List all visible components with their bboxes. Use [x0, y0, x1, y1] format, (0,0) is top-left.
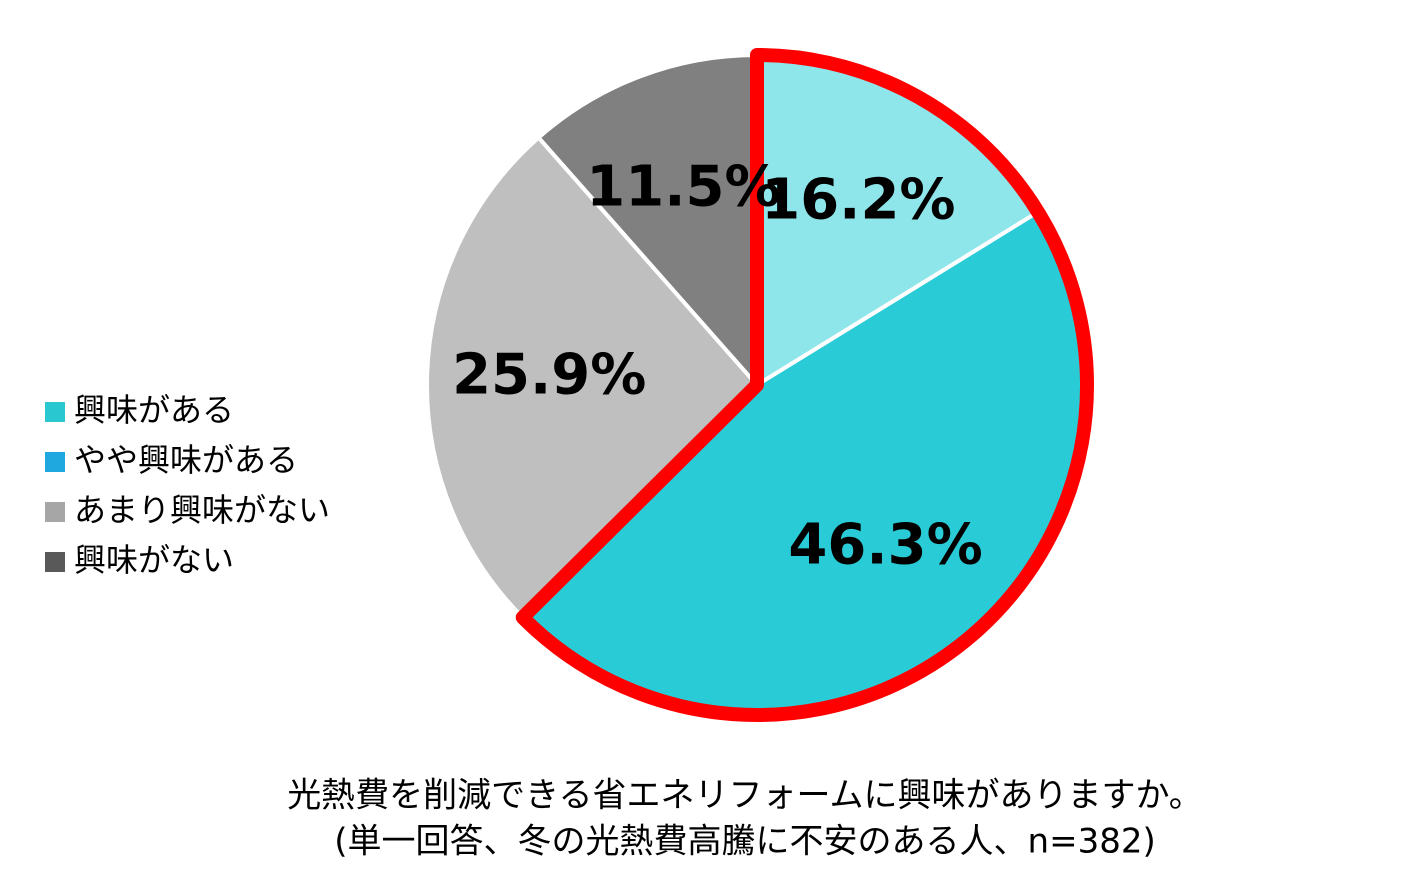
legend-swatch — [45, 502, 65, 522]
data-label: 25.9% — [452, 342, 646, 407]
pie-slice — [425, 134, 760, 621]
legend-label: 興味がない — [74, 541, 234, 579]
legend-label: あまり興味がない — [74, 491, 330, 529]
data-label: 16.2% — [761, 168, 955, 233]
legend-swatch — [45, 452, 65, 472]
chart-title: 光熱費を削減できる省エネリフォームに興味がありますか。 — [287, 776, 1203, 816]
highlight-outline — [515, 48, 1094, 722]
pie-slice — [535, 52, 759, 391]
data-label: 11.5% — [586, 155, 780, 220]
data-label: 46.3% — [788, 513, 982, 578]
chart-subtitle: (単一回答、冬の光熱費高騰に不安のある人、n=382) — [334, 822, 1155, 862]
legend-label: 興味がある — [74, 391, 234, 429]
legend-label: やや興味がある — [74, 441, 298, 479]
legend-swatch — [45, 402, 65, 422]
legend-swatch — [45, 552, 65, 572]
